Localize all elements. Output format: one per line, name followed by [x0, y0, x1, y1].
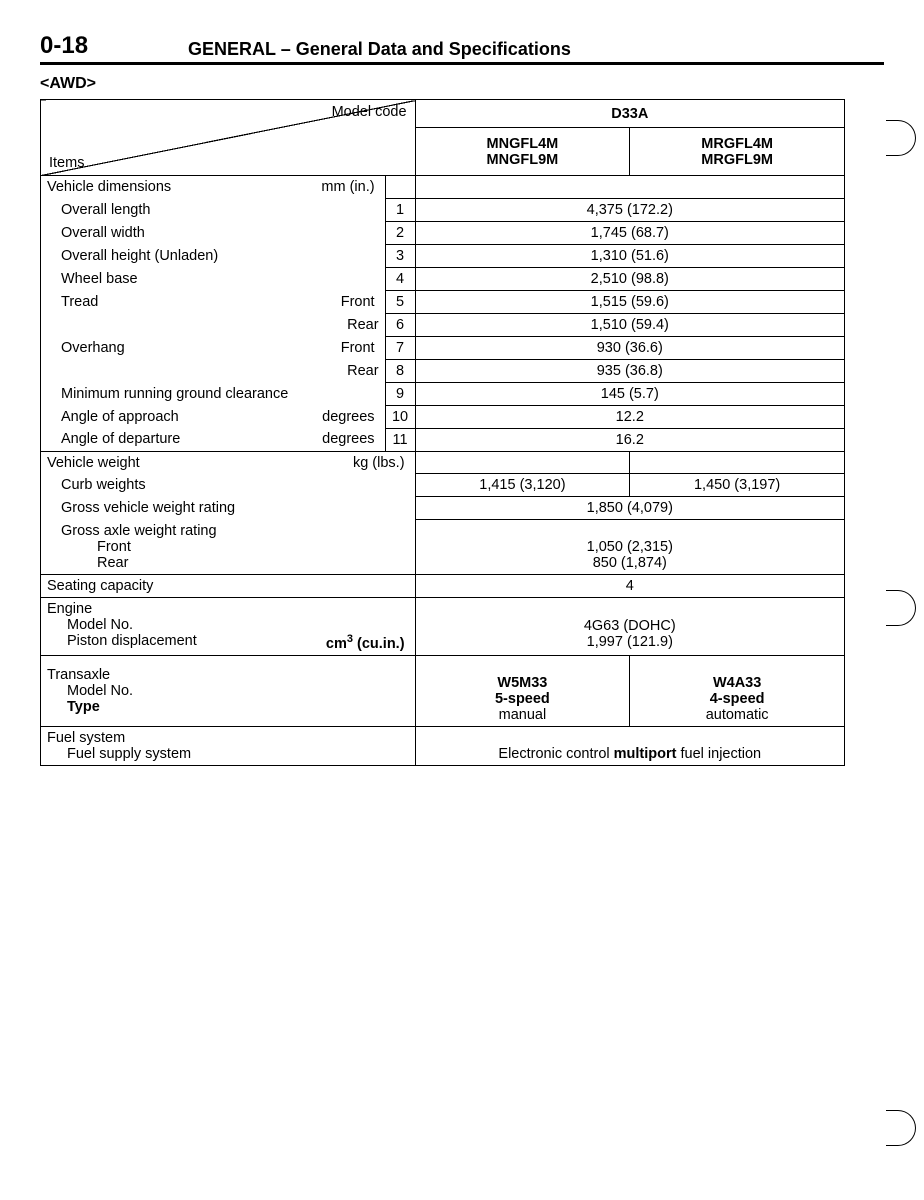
value-cell: 1,310 (51.6) [415, 244, 844, 267]
item-cell: OverhangFront [41, 336, 386, 359]
num-cell: 2 [385, 221, 415, 244]
value-cell: 4G63 (DOHC) 1,997 (121.9) [415, 598, 844, 656]
table-row: Minimum running ground clearance 9 145 (… [41, 382, 845, 405]
table-row: Fuel system Fuel supply system Electroni… [41, 726, 845, 765]
binder-tab-bot [886, 1110, 916, 1146]
num-cell: 8 [385, 359, 415, 382]
num-cell: 5 [385, 290, 415, 313]
col1-header: MNGFL4M MNGFL9M [415, 128, 630, 176]
table-row: Transaxle Model No. Type W5M33 5-speed m… [41, 655, 845, 726]
item-cell: Rear [41, 313, 386, 336]
item-cell: Vehicle dimensionsmm (in.) [41, 176, 386, 199]
num-cell [385, 176, 415, 199]
value-cell: W5M33 5-speed manual [415, 655, 630, 726]
value-cell: 16.2 [415, 428, 844, 451]
item-cell: Overall height (Unladen) [41, 244, 386, 267]
item-cell: Gross axle weight rating Front Rear [41, 520, 416, 575]
value-cell: 1,050 (2,315) 850 (1,874) [415, 520, 844, 575]
num-cell: 3 [385, 244, 415, 267]
value-cell: 1,850 (4,079) [415, 497, 844, 520]
diagonal-header-cell: Model code Items [41, 100, 416, 176]
item-cell: Transaxle Model No. Type [41, 655, 416, 726]
num-cell: 1 [385, 198, 415, 221]
item-cell: Angle of departuredegrees [41, 428, 386, 451]
value-cell: Electronic control multiport fuel inject… [415, 726, 844, 765]
value-cell: 1,745 (68.7) [415, 221, 844, 244]
item-cell: Fuel system Fuel supply system [41, 726, 416, 765]
table-row: Overall width 2 1,745 (68.7) [41, 221, 845, 244]
value-cell [415, 176, 844, 199]
table-row: Rear 6 1,510 (59.4) [41, 313, 845, 336]
value-cell: 12.2 [415, 405, 844, 428]
table-row: TreadFront 5 1,515 (59.6) [41, 290, 845, 313]
page-header: 0-18 GENERAL – General Data and Specific… [40, 32, 884, 65]
table-row: Angle of approachdegrees 10 12.2 [41, 405, 845, 428]
table-row: Vehicle weightkg (lbs.) [41, 451, 845, 474]
value-cell: 4,375 (172.2) [415, 198, 844, 221]
table-row: Overall length 1 4,375 (172.2) [41, 198, 845, 221]
value-cell: 1,510 (59.4) [415, 313, 844, 336]
page-title: GENERAL – General Data and Specification… [188, 39, 571, 60]
item-cell: Vehicle weightkg (lbs.) [41, 451, 416, 474]
value-cell: 1,515 (59.6) [415, 290, 844, 313]
spec-table: Model code Items D33A MNGFL4M MNGFL9M MR… [40, 99, 845, 766]
section-label: <AWD> [40, 75, 884, 93]
table-row: OverhangFront 7 930 (36.6) [41, 336, 845, 359]
num-cell: 7 [385, 336, 415, 359]
item-cell: Angle of approachdegrees [41, 405, 386, 428]
table-row: Rear 8 935 (36.8) [41, 359, 845, 382]
value-cell: 930 (36.6) [415, 336, 844, 359]
item-cell: Wheel base [41, 267, 386, 290]
table-row: Vehicle dimensionsmm (in.) [41, 176, 845, 199]
value-cell: 145 (5.7) [415, 382, 844, 405]
item-cell: Seating capacity [41, 575, 416, 598]
binder-tab-mid [886, 590, 916, 626]
table-row: Seating capacity 4 [41, 575, 845, 598]
num-cell: 6 [385, 313, 415, 336]
model-group: D33A [415, 100, 844, 128]
item-cell: Minimum running ground clearance [41, 382, 386, 405]
num-cell: 10 [385, 405, 415, 428]
col2-header: MRGFL4M MRGFL9M [630, 128, 845, 176]
num-cell: 4 [385, 267, 415, 290]
num-cell: 11 [385, 428, 415, 451]
item-cell: Overall length [41, 198, 386, 221]
item-cell: Engine Model No. Piston displacement cm3… [41, 598, 416, 656]
value-cell: 4 [415, 575, 844, 598]
table-row: Angle of departuredegrees 11 16.2 [41, 428, 845, 451]
item-cell: Curb weights [41, 474, 416, 497]
value-cell [415, 451, 630, 474]
table-row: Gross vehicle weight rating 1,850 (4,079… [41, 497, 845, 520]
table-row: Overall height (Unladen) 3 1,310 (51.6) [41, 244, 845, 267]
num-cell: 9 [385, 382, 415, 405]
value-cell: 2,510 (98.8) [415, 267, 844, 290]
table-row: Gross axle weight rating Front Rear 1,05… [41, 520, 845, 575]
items-label: Items [49, 155, 84, 171]
value-cell: 1,450 (3,197) [630, 474, 845, 497]
value-cell: 1,415 (3,120) [415, 474, 630, 497]
value-cell [630, 451, 845, 474]
table-header-row: Model code Items D33A [41, 100, 845, 128]
table-row: Wheel base 4 2,510 (98.8) [41, 267, 845, 290]
binder-tab-top [886, 120, 916, 156]
table-row: Curb weights 1,415 (3,120) 1,450 (3,197) [41, 474, 845, 497]
item-cell: Overall width [41, 221, 386, 244]
model-code-label: Model code [332, 104, 407, 120]
item-cell: Gross vehicle weight rating [41, 497, 416, 520]
item-cell: TreadFront [41, 290, 386, 313]
item-cell: Rear [41, 359, 386, 382]
value-cell: W4A33 4-speed automatic [630, 655, 845, 726]
table-row: Engine Model No. Piston displacement cm3… [41, 598, 845, 656]
value-cell: 935 (36.8) [415, 359, 844, 382]
page-number: 0-18 [40, 32, 88, 60]
